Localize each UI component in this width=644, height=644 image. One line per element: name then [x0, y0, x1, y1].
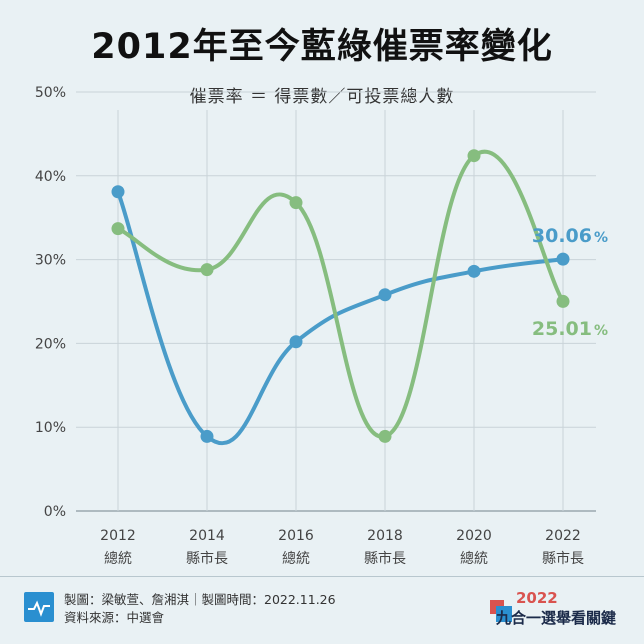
footer-source-line: 資料來源：中選會	[64, 610, 165, 625]
data-point	[467, 149, 481, 163]
y-tick-label: 20%	[35, 336, 66, 352]
value-annotation-unit: %	[594, 323, 608, 339]
series-line	[116, 150, 565, 439]
x-tick-sublabel: 總統	[282, 550, 310, 567]
chart-logo-icon	[24, 592, 54, 622]
y-tick-label: 40%	[35, 169, 66, 185]
footer-credits: 製圖：梁敏萱、詹湘淇｜製圖時間：2022.11.26 資料來源：中選會	[64, 591, 336, 627]
value-annotation: 25.01	[532, 318, 592, 340]
data-point	[111, 222, 125, 236]
data-point	[200, 263, 214, 277]
line-chart: 0% 10% 20% 30% 40% 50% 2012 總統 2014 縣市長 2016 總統 2018…	[35, 85, 608, 567]
x-tick-label: 2020	[456, 528, 492, 544]
x-tick-label: 2012	[100, 528, 136, 544]
x-tick-sublabel: 縣市長	[542, 550, 584, 567]
x-tick-label: 2014	[189, 528, 225, 544]
x-tick-sublabel: 總統	[104, 550, 132, 567]
y-tick-label: 50%	[35, 85, 66, 101]
data-point	[378, 429, 392, 443]
x-tick-label: 2022	[545, 528, 581, 544]
value-annotation-unit: %	[594, 230, 608, 246]
x-tick-sublabel: 縣市長	[186, 550, 228, 567]
data-point	[378, 288, 392, 302]
logo-year: 2022	[516, 589, 558, 607]
data-point	[467, 264, 481, 278]
data-point	[111, 185, 125, 199]
series-line	[116, 189, 565, 446]
x-tick-label: 2016	[278, 528, 314, 544]
data-point	[289, 196, 303, 210]
y-tick-label: 30%	[35, 253, 66, 269]
footer-divider	[0, 576, 644, 577]
footer-credit-line: 製圖：梁敏萱、詹湘淇｜製圖時間：2022.11.26	[64, 592, 336, 607]
logo-name: 九合一選舉看關鍵	[496, 609, 617, 627]
x-tick-sublabel: 總統	[460, 550, 488, 567]
x-tick-sublabel: 縣市長	[364, 550, 406, 567]
x-tick-label: 2018	[367, 528, 403, 544]
chart-title: 2012年至今藍綠催票率變化	[91, 27, 553, 67]
election-logo-icon	[490, 600, 512, 622]
data-point	[556, 252, 570, 266]
data-point	[556, 294, 570, 308]
value-annotation: 30.06	[532, 225, 592, 247]
y-tick-label: 10%	[35, 420, 66, 436]
data-point	[289, 335, 303, 349]
data-point	[200, 429, 214, 443]
y-tick-label: 0%	[44, 504, 66, 520]
